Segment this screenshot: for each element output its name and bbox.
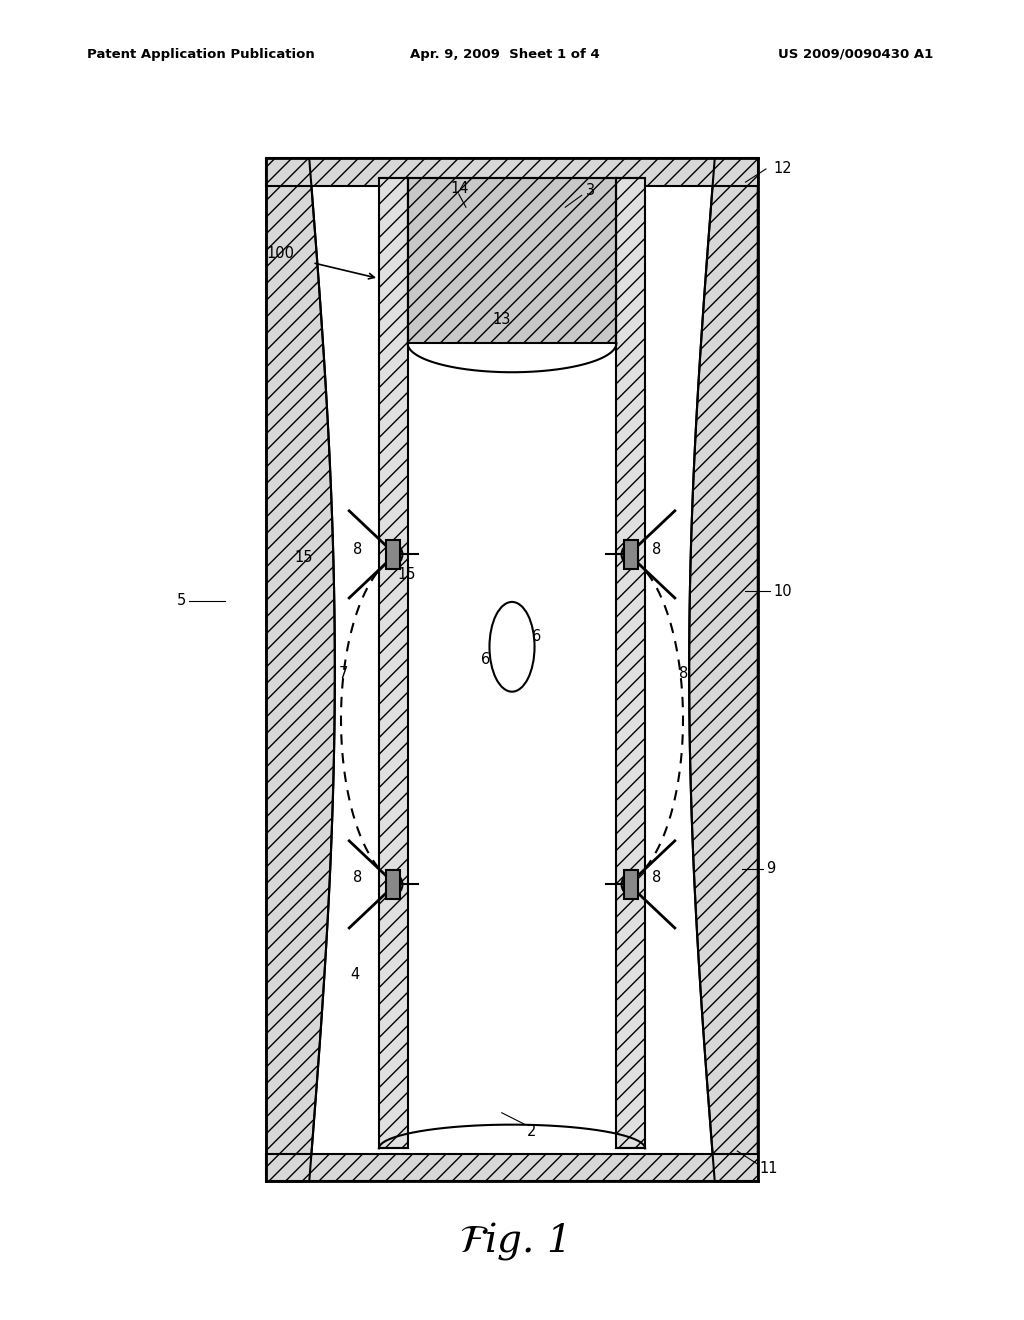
Polygon shape xyxy=(408,178,616,1148)
Polygon shape xyxy=(689,158,758,1181)
Text: 14: 14 xyxy=(451,181,469,197)
Text: 8: 8 xyxy=(652,541,662,557)
Polygon shape xyxy=(408,178,616,343)
Text: 2: 2 xyxy=(527,1123,537,1139)
Polygon shape xyxy=(379,178,408,1148)
Text: 12: 12 xyxy=(773,161,792,177)
Text: US 2009/0090430 A1: US 2009/0090430 A1 xyxy=(778,48,934,61)
Polygon shape xyxy=(616,178,645,1148)
Text: 6: 6 xyxy=(532,628,542,644)
Text: 8: 8 xyxy=(679,665,688,681)
Text: 8: 8 xyxy=(652,870,662,886)
Text: Patent Application Publication: Patent Application Publication xyxy=(87,48,314,61)
Text: 7: 7 xyxy=(339,665,348,681)
Text: 8: 8 xyxy=(353,541,362,557)
Ellipse shape xyxy=(489,602,535,692)
Text: 15: 15 xyxy=(295,549,313,565)
Text: 13: 13 xyxy=(493,312,511,327)
Bar xyxy=(386,540,400,569)
Bar xyxy=(386,870,400,899)
Bar xyxy=(624,540,638,569)
Text: 3: 3 xyxy=(586,182,595,198)
Polygon shape xyxy=(266,1154,758,1181)
Text: Apr. 9, 2009  Sheet 1 of 4: Apr. 9, 2009 Sheet 1 of 4 xyxy=(410,48,599,61)
Text: 11: 11 xyxy=(760,1160,778,1176)
Text: 100: 100 xyxy=(266,246,294,261)
Polygon shape xyxy=(266,158,335,1181)
Text: 15: 15 xyxy=(397,566,416,582)
Text: $\mathcal{F}$ig. 1: $\mathcal{F}$ig. 1 xyxy=(459,1220,565,1262)
Text: 10: 10 xyxy=(773,583,792,599)
Bar xyxy=(624,870,638,899)
Text: 5: 5 xyxy=(177,593,186,609)
Text: 4: 4 xyxy=(350,966,359,982)
Text: 9: 9 xyxy=(766,861,775,876)
Text: 6: 6 xyxy=(481,652,490,668)
Text: 8: 8 xyxy=(353,870,362,886)
Polygon shape xyxy=(266,158,758,186)
